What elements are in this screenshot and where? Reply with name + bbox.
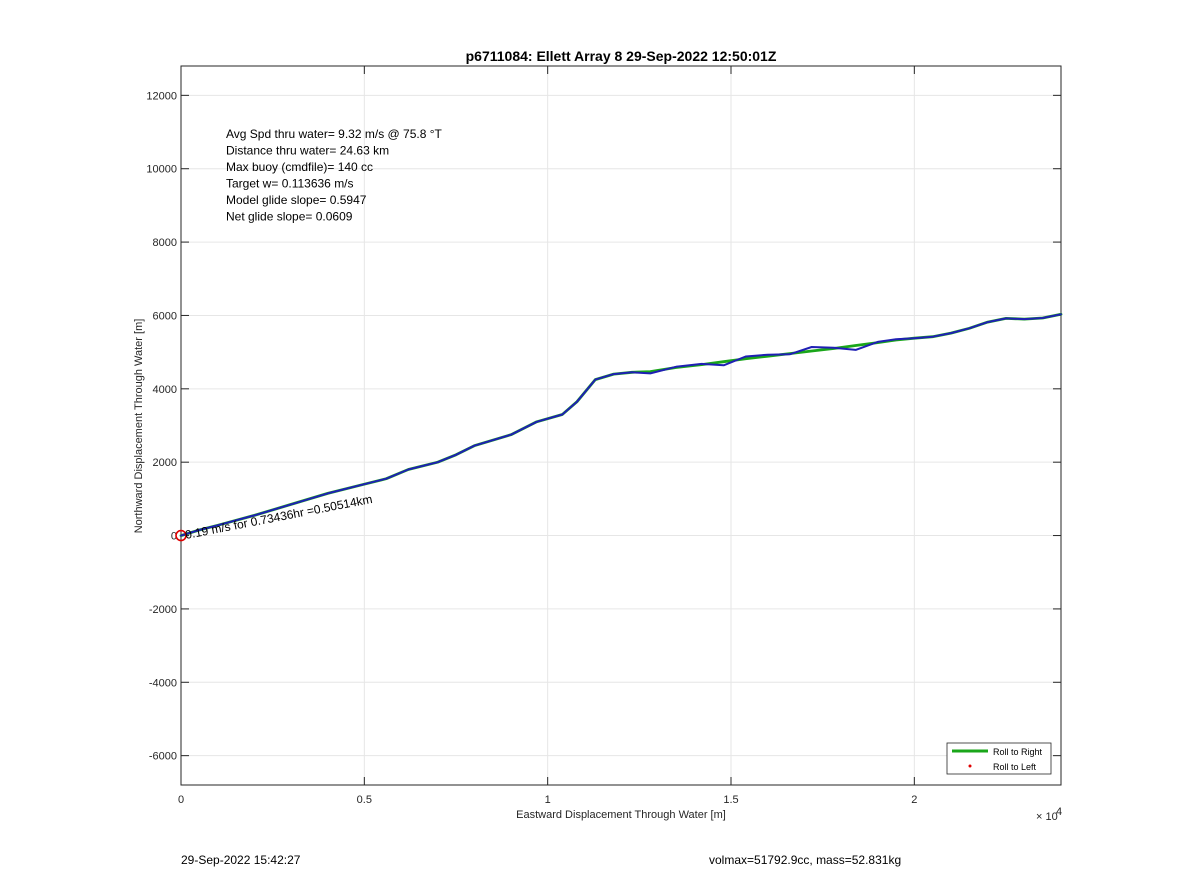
legend-label-roll-right: Roll to Right [993,747,1043,757]
x-exponent-power: 4 [1056,806,1062,818]
y-tick-label: 0 [171,531,177,543]
series-line-track [180,313,1062,537]
roll-left-start-marker [175,529,187,542]
y-tick-label: 6000 [153,310,177,322]
x-tick-label: 1 [545,794,551,806]
annotation-target-w: Target w= 0.113636 m/s [226,177,354,191]
footer-timestamp: 29-Sep-2022 15:42:27 [181,853,301,867]
y-tick-label: -6000 [149,751,177,763]
x-tick-label: 2 [911,794,917,806]
legend: Roll to Right Roll to Left [946,742,1052,775]
y-tick-label: 2000 [153,457,177,469]
x-tick-label: 1.5 [723,794,738,806]
x-axis-exponent: × 10 4 [1036,806,1062,823]
y-tick-label: -2000 [149,604,177,616]
y-tick-label: 8000 [153,237,177,249]
y-tick-label: 4000 [153,384,177,396]
data-series [175,312,1063,542]
annotation-net-glide: Net glide slope= 0.0609 [226,210,353,224]
x-axis-label: Eastward Displacement Through Water [m] [516,809,726,821]
grid [180,66,1061,785]
legend-label-roll-left: Roll to Left [993,762,1037,772]
y-axis-label: Northward Displacement Through Water [m] [133,319,145,534]
y-tick-label: 10000 [146,164,177,176]
footer-vol-mass: volmax=51792.9cc, mass=52.831kg [709,853,901,867]
y-tick-label: -4000 [149,677,177,689]
x-tick-label: 0 [178,794,184,806]
plot-area-frame [180,65,1062,786]
annotation-max-buoy: Max buoy (cmdfile)= 140 cc [226,160,373,174]
legend-swatch-roll-left [968,764,972,768]
x-exponent-base: × 10 [1036,811,1058,823]
axis-ticks: 0 0.5 1 1.5 2 -6000 -4000 -2000 0 2000 4000 6000 800… [146,66,1061,806]
y-tick-label: 12000 [146,90,177,102]
chart-title: p6711084: Ellett Array 8 29-Sep-2022 12:… [466,48,777,64]
legend-box [946,742,1052,775]
annotation-block: Avg Spd thru water= 9.32 m/s @ 75.8 °T D… [226,127,443,224]
annotation-avg-speed: Avg Spd thru water= 9.32 m/s @ 75.8 °T [226,127,443,141]
annotation-model-glide: Model glide slope= 0.5947 [226,193,367,207]
annotation-distance: Distance thru water= 24.63 km [226,144,389,158]
x-tick-label: 0.5 [357,794,372,806]
